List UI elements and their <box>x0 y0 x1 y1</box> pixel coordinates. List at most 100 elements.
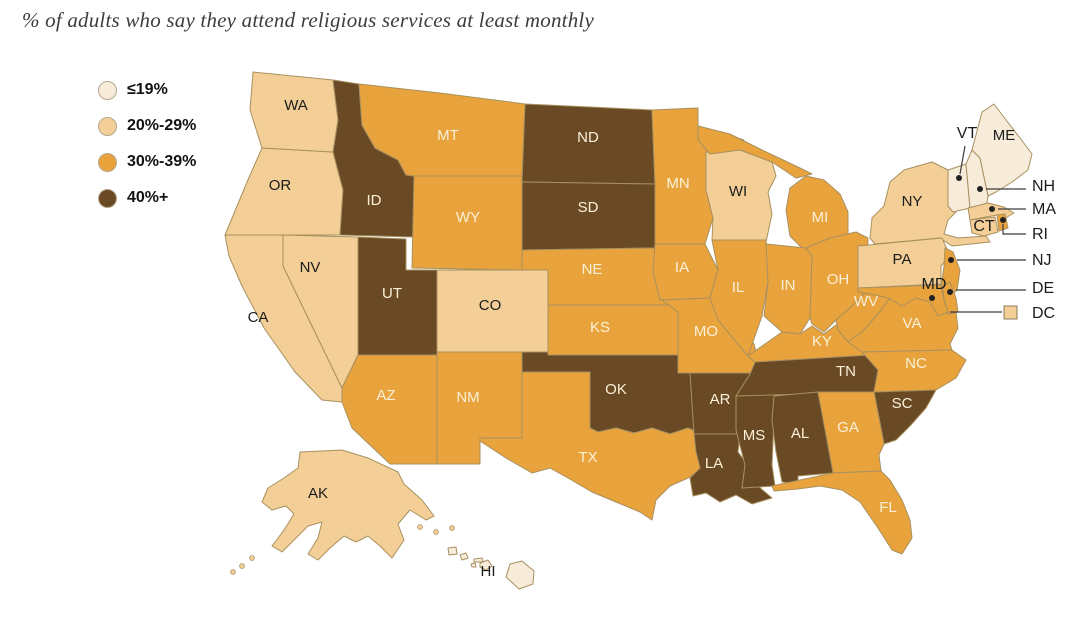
state-label-co: CO <box>479 297 502 314</box>
legend-label-20-29: 20%-29% <box>127 117 197 134</box>
callout-label-ct: CT <box>973 218 995 235</box>
callout-label-de: DE <box>1032 280 1054 297</box>
state-label-ok: OK <box>605 381 627 398</box>
state-label-mt: MT <box>437 127 459 144</box>
state-hi[interactable] <box>479 559 493 571</box>
island-speck <box>449 525 455 531</box>
island-speck <box>249 555 255 561</box>
state-label-az: AZ <box>376 387 395 404</box>
state-label-ne: NE <box>582 261 603 278</box>
state-hi[interactable] <box>447 546 458 556</box>
state-hi[interactable] <box>473 557 484 563</box>
callout-line-vt <box>959 145 966 175</box>
state-label-tx: TX <box>578 449 597 466</box>
state-label-nv: NV <box>300 259 321 276</box>
state-me[interactable] <box>971 103 1033 197</box>
state-label-pa: PA <box>893 251 912 268</box>
callout-dot-ma <box>989 206 995 212</box>
legend-swatch-20-29 <box>98 116 117 136</box>
state-label-ut: UT <box>382 285 402 302</box>
state-az[interactable] <box>341 354 438 465</box>
state-label-sd: SD <box>578 199 599 216</box>
state-label-wa: WA <box>284 97 308 114</box>
state-label-ar: AR <box>710 391 731 408</box>
state-ak[interactable] <box>261 449 435 561</box>
state-label-wv: WV <box>854 293 878 310</box>
island-speck <box>433 529 439 535</box>
state-label-ny: NY <box>902 193 923 210</box>
legend-item-40plus: 40%+ <box>98 188 196 208</box>
state-label-ky: KY <box>812 333 832 350</box>
state-label-wi: WI <box>729 183 747 200</box>
state-mt[interactable] <box>358 83 526 177</box>
legend-item-le19: ≤19% <box>98 80 196 100</box>
state-label-ms: MS <box>743 427 766 444</box>
state-ct[interactable] <box>969 216 999 237</box>
state-nc[interactable] <box>861 349 967 393</box>
legend-item-20-29: 20%-29% <box>98 116 196 136</box>
state-hi[interactable] <box>459 552 469 561</box>
state-vt[interactable] <box>947 163 971 213</box>
dc-swatch <box>1003 305 1018 320</box>
state-tx[interactable] <box>479 371 701 521</box>
state-label-mn: MN <box>666 175 689 192</box>
island-speck <box>417 524 423 530</box>
callout-label-nj: NJ <box>1032 252 1052 269</box>
legend-label-40plus: 40%+ <box>127 189 169 206</box>
callout-label-nh: NH <box>1032 178 1055 195</box>
island-speck <box>239 563 245 569</box>
state-label-tn: TN <box>836 363 856 380</box>
chart-title: % of adults who say they attend religiou… <box>22 8 594 32</box>
state-label-va: VA <box>903 315 922 332</box>
state-label-or: OR <box>269 177 292 194</box>
state-mi[interactable] <box>697 125 813 179</box>
state-label-ak: AK <box>308 485 328 502</box>
callout-dot-ri <box>1000 217 1006 223</box>
callout-dot-de <box>947 289 953 295</box>
state-label-nc: NC <box>905 355 927 372</box>
legend-swatch-40plus <box>98 188 117 208</box>
legend-label-30-39: 30%-39% <box>127 153 197 170</box>
callout-line-ri <box>1002 224 1026 235</box>
state-label-fl: FL <box>879 499 897 516</box>
callout-dot-vt <box>956 175 962 181</box>
callout-dot-nj <box>948 257 954 263</box>
state-fl[interactable] <box>771 470 913 555</box>
legend-swatch-le19 <box>98 80 117 100</box>
state-label-ks: KS <box>590 319 610 336</box>
legend: ≤19% 20%-29% 30%-39% 40%+ <box>98 80 196 208</box>
callout-label-dc: DC <box>1032 305 1055 322</box>
state-label-hi: HI <box>481 563 496 580</box>
callout-dot-md <box>929 295 935 301</box>
callout-label-ri: RI <box>1032 226 1048 243</box>
state-hi[interactable] <box>505 560 535 590</box>
state-label-nm: NM <box>456 389 479 406</box>
state-label-il: IL <box>732 279 745 296</box>
state-label-in: IN <box>781 277 796 294</box>
state-sd[interactable] <box>521 181 663 251</box>
callout-label-vt: VT <box>957 125 978 142</box>
state-label-ia: IA <box>675 259 689 276</box>
legend-swatch-30-39 <box>98 152 117 172</box>
legend-item-30-39: 30%-39% <box>98 152 196 172</box>
state-label-ca: CA <box>248 309 269 326</box>
state-ks[interactable] <box>547 304 679 356</box>
state-label-id: ID <box>367 192 382 209</box>
legend-label-le19: ≤19% <box>127 81 168 98</box>
callout-label-ma: MA <box>1032 201 1056 218</box>
state-label-al: AL <box>791 425 809 442</box>
state-hi[interactable] <box>470 562 477 568</box>
state-label-mo: MO <box>694 323 718 340</box>
state-ny[interactable] <box>869 161 991 247</box>
callout-dot-nh <box>977 186 983 192</box>
state-label-oh: OH <box>827 271 850 288</box>
state-md[interactable] <box>857 284 949 317</box>
island-speck <box>230 569 236 575</box>
state-label-mi: MI <box>812 209 829 226</box>
state-label-me: ME <box>993 127 1016 144</box>
state-label-wy: WY <box>456 209 480 226</box>
callout-label-md: MD <box>922 276 947 293</box>
state-label-sc: SC <box>892 395 913 412</box>
